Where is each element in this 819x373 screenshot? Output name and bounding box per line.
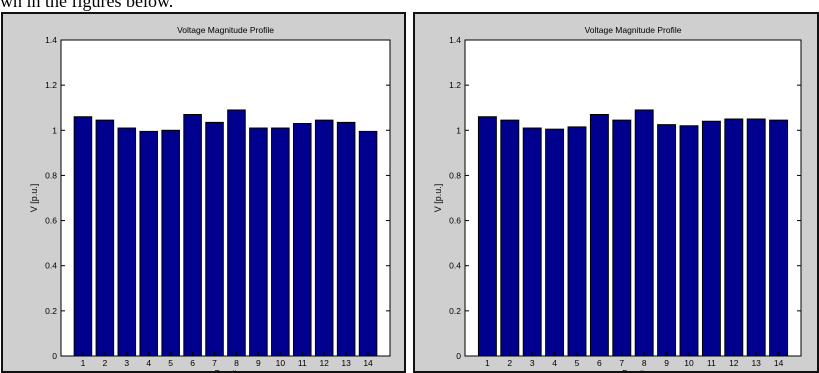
bar-bus-12 (314, 119, 334, 357)
caption-text: wn in the figures below. (0, 0, 174, 11)
bar-bus-1 (73, 116, 93, 357)
bar-bus-14 (358, 130, 378, 357)
x-tick-label: 1 (485, 358, 490, 368)
x-tick-label: 10 (684, 358, 694, 368)
bar-bus-7 (205, 121, 224, 357)
y-tick-label: 0 (456, 351, 461, 361)
y-tick-label: 0.8 (449, 170, 461, 180)
x-tick-label: 1 (81, 358, 86, 368)
x-tick-label: 6 (597, 358, 602, 368)
bar-bus-13 (336, 121, 356, 357)
bar-bus-4 (139, 130, 159, 357)
voltage-profile-chart-left: Voltage Magnitude Profile00.20.40.60.811… (29, 25, 391, 371)
y-tick-label: 1.4 (449, 35, 461, 45)
bar-bus-13 (746, 118, 766, 357)
bar-bus-14 (769, 119, 789, 357)
x-tick-label: 5 (168, 358, 173, 368)
voltage-profile-chart-right: Voltage Magnitude Profile00.20.40.60.811… (433, 25, 802, 371)
bar-bus-6 (183, 113, 202, 357)
bar-bus-12 (724, 118, 744, 357)
plot-area (60, 39, 391, 357)
x-tick-label: 14 (774, 358, 784, 368)
x-tick-label: 10 (276, 358, 286, 368)
y-tick-label: 0.6 (449, 216, 461, 226)
y-tick-label: 0.6 (45, 216, 57, 226)
x-tick-label: 2 (507, 358, 512, 368)
x-tick-label: 8 (642, 358, 647, 368)
x-tick-label: 12 (319, 358, 329, 368)
bar-bus-3 (117, 127, 137, 357)
x-tick-label: 9 (664, 358, 669, 368)
x-axis-label: Bus # (215, 368, 237, 371)
y-tick-label: 1 (52, 125, 57, 135)
axes-frame (464, 39, 802, 357)
y-tick-label: 0.2 (449, 306, 461, 316)
bar-bus-4 (545, 128, 565, 357)
chart-panel-right: Voltage Magnitude Profile 0 0.2 0.4 0.6 0.8 1 1… (413, 12, 819, 373)
x-tick-label: 14 (363, 358, 373, 368)
x-tick-label: 12 (729, 358, 739, 368)
bar-bus-9 (657, 124, 677, 357)
bar-bus-7 (612, 119, 632, 357)
bar-bus-6 (589, 113, 609, 357)
x-tick-label: 3 (124, 358, 129, 368)
y-tick-label: 1.2 (45, 80, 57, 90)
x-tick-label: 7 (212, 358, 217, 368)
bar-bus-11 (292, 123, 312, 357)
x-tick-label: 2 (102, 358, 107, 368)
x-tick-label: 9 (256, 358, 261, 368)
y-axis-label: V [p.u.] (29, 184, 39, 213)
y-tick-label: 0.4 (45, 261, 57, 271)
bar-bus-8 (634, 109, 654, 357)
bar-bus-5 (567, 126, 587, 357)
axes-frame (60, 39, 391, 357)
y-tick-label: 0.4 (449, 261, 461, 271)
bar-bus-10 (271, 127, 290, 357)
bar-bus-2 (95, 119, 115, 357)
bar-bus-3 (522, 127, 542, 357)
bar-bus-5 (161, 129, 180, 357)
x-tick-label: 6 (190, 358, 195, 368)
chart-panel-left: Voltage Magnitude Profile 0 0.2 0.4 0.6 0.8 1 1… (1, 12, 406, 373)
bar-bus-1 (477, 116, 497, 357)
chart-title: Voltage Magnitude Profile (177, 25, 274, 35)
x-tick-label: 4 (552, 358, 557, 368)
y-tick-label: 0.2 (45, 306, 57, 316)
y-tick-label: 0.8 (45, 170, 57, 180)
y-tick-label: 0 (52, 351, 57, 361)
bar-bus-2 (500, 119, 520, 357)
x-tick-label: 11 (298, 358, 307, 368)
x-axis-label: Bus # (622, 368, 644, 371)
x-tick-label: 13 (341, 358, 351, 368)
x-tick-label: 3 (530, 358, 535, 368)
x-tick-label: 7 (619, 358, 624, 368)
y-tick-label: 1.4 (45, 35, 57, 45)
x-tick-label: 11 (707, 358, 716, 368)
y-tick-label: 1 (456, 125, 461, 135)
bar-bus-11 (701, 120, 721, 357)
bar-bus-9 (249, 127, 268, 357)
bar-bus-8 (227, 109, 246, 357)
x-tick-label: 13 (751, 358, 761, 368)
bar-bus-10 (679, 125, 699, 357)
y-tick-label: 1.2 (449, 80, 461, 90)
y-axis-label: V [p.u.] (433, 184, 443, 213)
chart-title: Voltage Magnitude Profile (585, 25, 682, 35)
x-tick-label: 5 (575, 358, 580, 368)
x-tick-label: 4 (146, 358, 151, 368)
x-tick-label: 8 (234, 358, 239, 368)
